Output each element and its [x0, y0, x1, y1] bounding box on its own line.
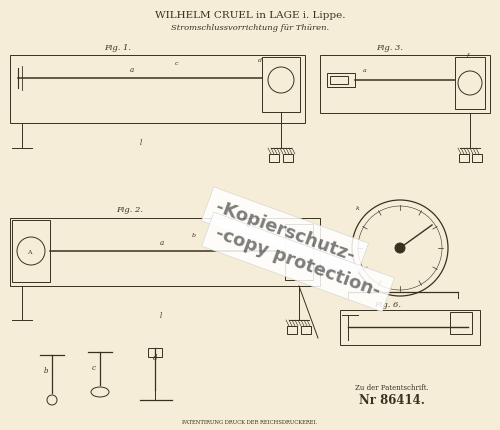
Text: c: c — [175, 61, 178, 66]
Text: f: f — [466, 53, 468, 58]
Bar — [12, 220, 50, 282]
Text: Fig. 2.: Fig. 2. — [116, 206, 143, 214]
Bar — [285, 224, 313, 280]
Text: PATENTIRUNG DRUCK DER REICHSDRUCKEREI.: PATENTIRUNG DRUCK DER REICHSDRUCKEREI. — [182, 420, 318, 424]
Bar — [301, 326, 311, 334]
Text: b: b — [44, 367, 48, 375]
Bar — [10, 218, 320, 286]
Text: Stromschlussvorrichtung für Thüren.: Stromschlussvorrichtung für Thüren. — [171, 24, 329, 32]
Text: d: d — [153, 354, 158, 362]
Bar — [262, 57, 300, 112]
Text: Fig. 3.: Fig. 3. — [376, 44, 404, 52]
Bar — [450, 312, 472, 334]
Text: a: a — [130, 66, 134, 74]
Bar — [320, 55, 490, 113]
Text: a: a — [363, 68, 367, 73]
Bar — [340, 310, 480, 345]
Bar — [455, 57, 485, 109]
Bar — [283, 154, 293, 162]
Bar — [269, 154, 279, 162]
Text: b: b — [192, 233, 196, 238]
Text: WILHELM CRUEL in LAGE i. Lippe.: WILHELM CRUEL in LAGE i. Lippe. — [155, 12, 345, 21]
Bar — [10, 55, 305, 123]
Bar — [472, 154, 482, 162]
Text: A: A — [27, 249, 31, 255]
Text: Fig. 1.: Fig. 1. — [104, 44, 132, 52]
Text: a: a — [160, 239, 164, 247]
Bar — [287, 326, 297, 334]
Text: -copy protection-: -copy protection- — [213, 224, 383, 300]
Text: Nr 86414.: Nr 86414. — [359, 394, 425, 408]
Text: c: c — [92, 364, 96, 372]
Text: d: d — [258, 58, 262, 63]
Text: l: l — [160, 312, 162, 320]
Text: -Kopierschutz-: -Kopierschutz- — [213, 199, 357, 266]
Text: Zu der Patentschrift.: Zu der Patentschrift. — [355, 384, 429, 392]
Bar — [148, 348, 162, 357]
Text: k: k — [356, 206, 360, 211]
Bar — [459, 154, 469, 162]
Text: Fig. 6.: Fig. 6. — [374, 301, 402, 309]
Bar — [330, 76, 348, 84]
Circle shape — [395, 243, 405, 253]
Text: l: l — [140, 139, 142, 147]
Bar — [327, 73, 355, 87]
Text: A: A — [395, 244, 400, 252]
